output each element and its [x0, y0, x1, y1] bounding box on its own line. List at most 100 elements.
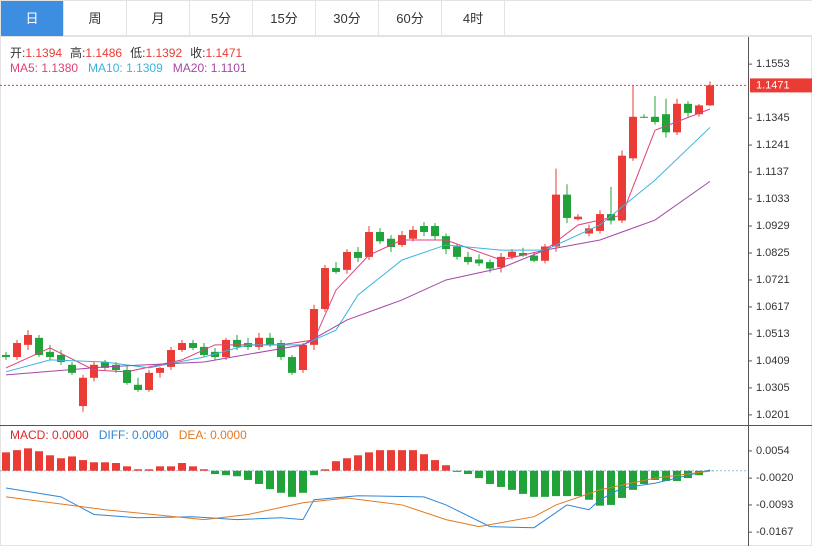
candle-body: [167, 350, 175, 367]
candle-body: [266, 337, 274, 345]
macd-bar: [673, 470, 681, 482]
candle-body: [453, 246, 461, 257]
macd-bar: [233, 470, 241, 477]
candle-body: [189, 343, 197, 348]
macd-bar: [475, 470, 483, 479]
legend-entry: DIFF: 0.0000: [98, 428, 169, 442]
candle-body: [343, 251, 351, 270]
candle-body: [68, 364, 76, 373]
candle-body: [530, 255, 538, 261]
candle-body: [497, 256, 505, 268]
candle-body: [156, 367, 164, 373]
macd-bar: [497, 470, 505, 487]
y-tick-label: 1.0825: [756, 247, 790, 259]
macd-bar: [332, 461, 340, 471]
macd-bar: [343, 458, 351, 471]
macd-bar: [453, 470, 461, 472]
candle-body: [640, 116, 648, 118]
macd-bar: [255, 470, 263, 484]
y-tick-label: 1.1033: [756, 193, 790, 205]
ohlc-value: 1.1394: [25, 46, 63, 60]
macd-bar: [530, 470, 538, 497]
candle-body: [519, 252, 527, 256]
period-tab[interactable]: 15分: [253, 1, 316, 36]
candle-body: [233, 339, 241, 347]
candle-body: [255, 337, 263, 347]
ohlc-name: 低:: [130, 46, 146, 60]
macd-bar: [431, 460, 439, 471]
legend-entry: MA20: 1.1101: [172, 61, 247, 75]
current-price-box: [750, 78, 812, 93]
y-tick-label: -0.0093: [756, 499, 793, 511]
macd-bar: [684, 470, 692, 479]
candle-body: [46, 351, 54, 358]
candle-body: [134, 384, 142, 390]
candle-body: [442, 236, 450, 250]
macd-bar: [46, 455, 54, 471]
candle-body: [431, 226, 439, 237]
macd-bar: [354, 455, 362, 471]
y-tick-label: 1.0513: [756, 328, 790, 340]
period-tab[interactable]: 日: [1, 1, 64, 36]
indicator-line: [5, 108, 711, 373]
macd-bar: [35, 451, 43, 471]
ohlc-value: 1.1392: [145, 46, 183, 60]
macd-bar: [101, 462, 109, 471]
indicator-line: [5, 470, 711, 528]
candle-body: [706, 85, 714, 106]
candle-body: [354, 251, 362, 258]
y-tick-label: 1.0201: [756, 409, 790, 421]
indicator-line: [5, 127, 711, 373]
ma-header: MA5: 1.1380 MA10: 1.1309 MA20: 1.1101: [10, 61, 257, 75]
candle-body: [563, 194, 571, 218]
candle-body: [585, 228, 593, 234]
macd-bar: [585, 470, 593, 500]
candle-body: [79, 377, 87, 407]
period-tab[interactable]: 60分: [379, 1, 442, 36]
candle-body: [101, 361, 109, 368]
candle-body: [35, 337, 43, 355]
candle-body: [596, 214, 604, 231]
candle-body: [574, 216, 582, 220]
legend-entry: MA10: 1.1309: [88, 61, 163, 75]
macd-bar: [365, 452, 373, 471]
macd-bar: [57, 458, 65, 471]
candle-body: [145, 372, 153, 390]
macd-bar: [90, 462, 98, 471]
ohlc-header: 开:1.1394 高:1.1486 低:1.1392 收:1.1471: [10, 44, 250, 61]
ohlc-value: 1.1486: [85, 46, 123, 60]
candle-body: [222, 339, 230, 358]
macd-bar: [222, 470, 230, 476]
candle-body: [409, 229, 417, 239]
y-tick-label: 1.1137: [756, 166, 789, 178]
macd-bar: [519, 470, 527, 494]
candle-body: [277, 343, 285, 358]
candle-body: [90, 364, 98, 378]
y-tick-label: 1.1241: [756, 139, 790, 151]
candle-body: [2, 354, 10, 358]
candle-body: [629, 116, 637, 159]
macd-bar: [189, 466, 197, 471]
macd-bar: [310, 470, 318, 476]
candle-body: [310, 309, 318, 345]
candle-body: [552, 194, 560, 247]
candle-body: [464, 256, 472, 263]
y-tick-label: -0.0167: [756, 526, 793, 538]
y-tick-label: 1.0305: [756, 382, 790, 394]
period-tab[interactable]: 5分: [190, 1, 253, 36]
macd-bar: [145, 469, 153, 471]
indicator-line: [5, 180, 711, 376]
macd-bar: [211, 470, 219, 475]
period-tab[interactable]: 4时: [442, 1, 505, 36]
macd-bar: [68, 456, 76, 471]
ohlc-value: 1.1471: [205, 46, 243, 60]
period-tab[interactable]: 月: [127, 1, 190, 36]
candle-body: [618, 155, 626, 221]
period-tab[interactable]: 周: [64, 1, 127, 36]
ohlc-name: 高:: [70, 46, 86, 60]
macd-bar: [420, 454, 428, 471]
period-tab[interactable]: 30分: [316, 1, 379, 36]
candle-body: [475, 259, 483, 264]
candle-body: [288, 357, 296, 373]
